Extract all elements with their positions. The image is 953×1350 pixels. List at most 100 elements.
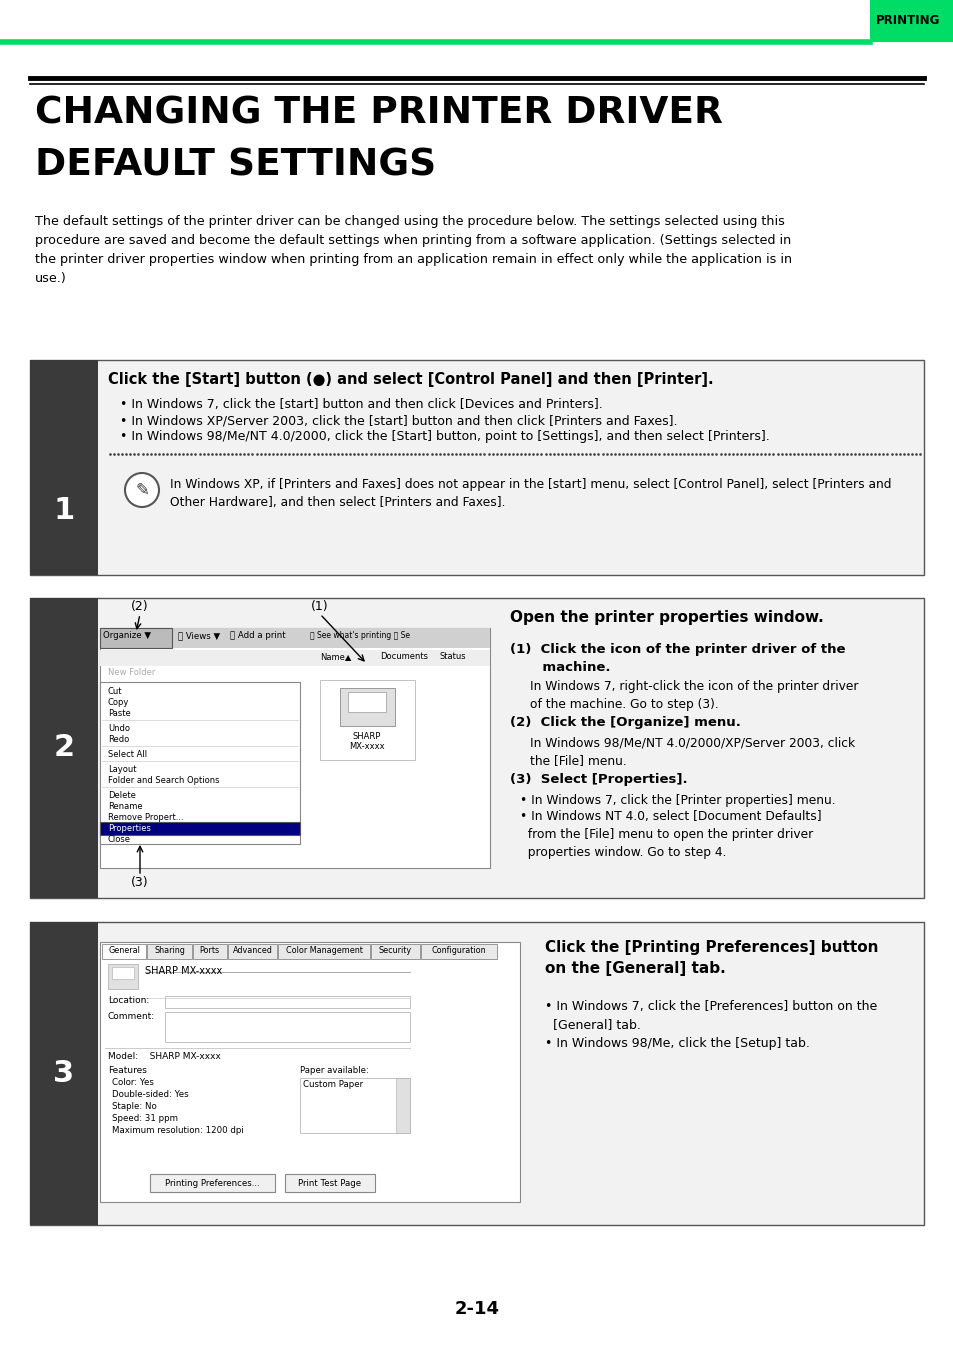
Text: Folder and Search Options: Folder and Search Options [108, 776, 219, 784]
Bar [421, 944, 497, 958]
Text: Features: Features [108, 1066, 147, 1075]
Circle shape [125, 472, 159, 508]
Text: Rename: Rename [108, 802, 143, 811]
Text: Staple: No: Staple: No [112, 1102, 156, 1111]
Bar [165, 1012, 410, 1042]
Text: (3): (3) [132, 876, 149, 890]
Text: Undo: Undo [108, 724, 130, 733]
Text: The default settings of the printer driver can be changed using the procedure be: The default settings of the printer driv… [35, 215, 791, 285]
Text: (3)  Select [Properties].: (3) Select [Properties]. [510, 774, 687, 786]
Bar [165, 996, 410, 1008]
Text: ⧆ See what's printing ⧆ Se: ⧆ See what's printing ⧆ Se [310, 630, 410, 640]
Text: (2): (2) [132, 599, 149, 613]
Bar [285, 1174, 375, 1192]
Text: Paste: Paste [108, 709, 131, 718]
Bar [30, 922, 923, 1224]
Text: Maximum resolution: 1200 dpi: Maximum resolution: 1200 dpi [112, 1126, 244, 1135]
Text: Speed: 31 ppm: Speed: 31 ppm [112, 1114, 178, 1123]
Bar [30, 598, 98, 898]
Text: SHARP MX-xxxx: SHARP MX-xxxx [145, 967, 222, 976]
Text: Configuration: Configuration [432, 946, 486, 954]
Text: Select All: Select All [108, 751, 147, 759]
Text: 2-14: 2-14 [454, 1300, 499, 1318]
Text: Color: Yes: Color: Yes [112, 1079, 153, 1087]
Text: Sharing: Sharing [154, 946, 185, 954]
Text: ⧆ Views ▼: ⧆ Views ▼ [178, 630, 220, 640]
Text: Cut: Cut [108, 687, 122, 697]
Bar [112, 967, 133, 979]
Text: Double-sided: Yes: Double-sided: Yes [112, 1089, 189, 1099]
Bar [100, 942, 519, 1202]
Text: 2: 2 [53, 733, 74, 763]
Bar [100, 682, 299, 844]
Text: 3: 3 [53, 1058, 74, 1088]
Text: DEFAULT SETTINGS: DEFAULT SETTINGS [35, 148, 436, 184]
Bar [869, 0, 953, 42]
Text: ⧆ Add a print: ⧆ Add a print [230, 630, 285, 640]
Text: • In Windows 98/Me, click the [Setup] tab.: • In Windows 98/Me, click the [Setup] ta… [544, 1037, 809, 1050]
Bar [193, 944, 227, 958]
Bar [100, 822, 299, 836]
Bar [100, 649, 490, 666]
Bar [30, 598, 923, 898]
Text: (1): (1) [311, 599, 329, 613]
Bar [100, 628, 490, 648]
Text: 1: 1 [53, 495, 74, 525]
Text: In Windows 98/Me/NT 4.0/2000/XP/Server 2003, click
the [File] menu.: In Windows 98/Me/NT 4.0/2000/XP/Server 2… [530, 736, 854, 767]
Text: Properties: Properties [108, 824, 151, 833]
Text: Click the [Printing Preferences] button
on the [General] tab.: Click the [Printing Preferences] button … [544, 940, 878, 976]
Text: Layout: Layout [108, 765, 136, 774]
Text: (1)  Click the icon of the printer driver of the
       machine.: (1) Click the icon of the printer driver… [510, 643, 844, 674]
Text: Location:: Location: [108, 996, 149, 1004]
Text: PRINTING: PRINTING [875, 15, 940, 27]
Bar [339, 688, 395, 726]
Text: Copy: Copy [108, 698, 130, 707]
Bar [370, 944, 419, 958]
Text: • In Windows NT 4.0, select [Document Defaults]
  from the [File] menu to open t: • In Windows NT 4.0, select [Document De… [519, 810, 821, 859]
Text: Security: Security [378, 946, 412, 954]
Text: Ports: Ports [199, 946, 219, 954]
Text: Status: Status [439, 652, 466, 662]
Text: Click the [Start] button (●) and select [Control Panel] and then [Printer].: Click the [Start] button (●) and select … [108, 373, 713, 387]
Text: Redo: Redo [108, 734, 129, 744]
Bar [30, 922, 98, 1224]
Bar [100, 628, 172, 648]
Text: Comment:: Comment: [108, 1012, 155, 1021]
Text: • In Windows XP/Server 2003, click the [start] button and then click [Printers a: • In Windows XP/Server 2003, click the [… [120, 414, 677, 427]
Text: Documents: Documents [379, 652, 428, 662]
Text: Close: Close [108, 836, 131, 844]
Text: New Folder: New Folder [108, 668, 155, 676]
Text: (2)  Click the [Organize] menu.: (2) Click the [Organize] menu. [510, 716, 740, 729]
Text: • In Windows 98/Me/NT 4.0/2000, click the [Start] button, point to [Settings], a: • In Windows 98/Me/NT 4.0/2000, click th… [120, 431, 769, 443]
Text: Model:    SHARP MX-xxxx: Model: SHARP MX-xxxx [108, 1052, 221, 1061]
Bar [102, 944, 146, 958]
Text: Organize ▼: Organize ▼ [103, 630, 151, 640]
Text: Open the printer properties window.: Open the printer properties window. [510, 610, 822, 625]
Text: Print Test Page: Print Test Page [298, 1179, 361, 1188]
Bar [278, 944, 369, 958]
Text: In Windows XP, if [Printers and Faxes] does not appear in the [start] menu, sele: In Windows XP, if [Printers and Faxes] d… [170, 478, 890, 509]
Bar [150, 1174, 274, 1192]
Text: Color Management: Color Management [285, 946, 362, 954]
Text: MX-xxxx: MX-xxxx [349, 743, 384, 751]
Bar [228, 944, 277, 958]
Bar [299, 1079, 410, 1133]
Text: • In Windows 7, click the [start] button and then click [Devices and Printers].: • In Windows 7, click the [start] button… [120, 398, 602, 410]
Bar [319, 680, 415, 760]
Text: • In Windows 7, click the [Preferences] button on the
  [General] tab.: • In Windows 7, click the [Preferences] … [544, 1000, 877, 1031]
Text: ✎: ✎ [135, 481, 149, 500]
Text: Remove Propert...: Remove Propert... [108, 813, 183, 822]
Bar [348, 693, 386, 711]
Text: In Windows 7, right-click the icon of the printer driver
of the machine. Go to s: In Windows 7, right-click the icon of th… [530, 680, 858, 711]
Bar [108, 964, 138, 990]
Bar [30, 360, 98, 575]
Text: Printing Preferences...: Printing Preferences... [165, 1179, 259, 1188]
Text: Paper available:: Paper available: [299, 1066, 369, 1075]
Text: SHARP: SHARP [353, 732, 381, 741]
Bar [30, 360, 923, 575]
Text: Advanced: Advanced [233, 946, 273, 954]
Text: Custom Paper: Custom Paper [303, 1080, 363, 1089]
Bar [395, 1079, 410, 1133]
Text: General: General [108, 946, 140, 954]
Text: Name▲: Name▲ [319, 652, 351, 662]
